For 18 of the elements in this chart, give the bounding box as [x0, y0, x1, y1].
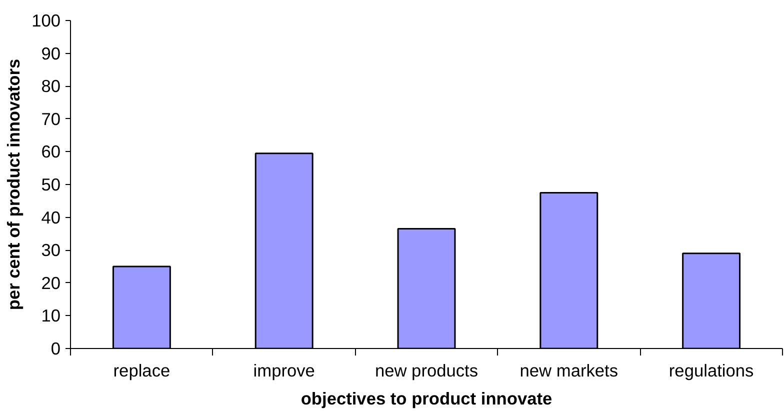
x-axis-title: objectives to product innovate — [300, 388, 553, 408]
y-tick-label: 90 — [41, 43, 61, 64]
x-tick-label: regulations — [668, 360, 754, 380]
y-tick-label: 0 — [50, 338, 61, 358]
x-tick-label: replace — [113, 360, 170, 380]
y-tick-label: 50 — [41, 174, 61, 194]
x-tick-label: improve — [253, 360, 315, 380]
y-tick-label: 70 — [41, 108, 61, 129]
y-tick-label: 60 — [41, 142, 61, 162]
y-tick-label: 30 — [41, 240, 61, 260]
y-axis-title: per cent of product innovators — [4, 58, 24, 310]
y-tick-label: 80 — [41, 76, 61, 96]
y-tick-label: 20 — [41, 272, 61, 293]
y-tick-label: 10 — [41, 306, 61, 326]
y-tick-label: 40 — [41, 207, 61, 228]
x-tick-label: new products — [374, 360, 478, 380]
y-tick-label: 100 — [32, 10, 61, 30]
x-tick-label: new markets — [520, 360, 618, 380]
